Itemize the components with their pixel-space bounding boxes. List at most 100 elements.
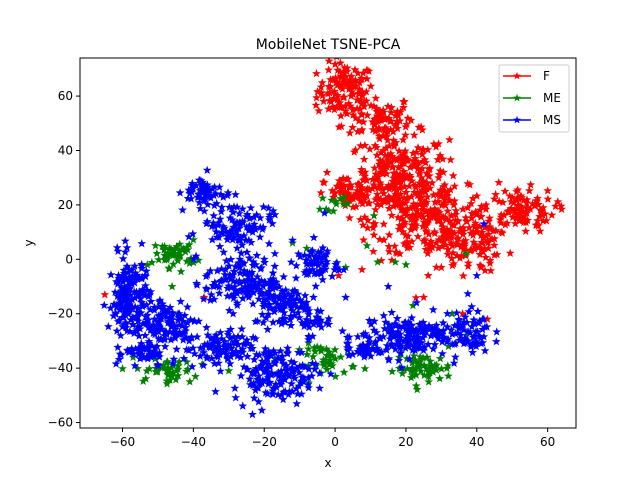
data-point <box>458 240 467 250</box>
data-point <box>481 200 491 209</box>
data-point <box>111 359 121 368</box>
data-point <box>323 246 332 255</box>
data-point <box>182 256 192 266</box>
data-point <box>99 300 109 310</box>
data-point <box>450 321 460 330</box>
data-point <box>321 259 331 269</box>
data-point <box>125 265 134 274</box>
data-point <box>373 257 382 266</box>
data-point <box>311 359 321 368</box>
legend-marker <box>513 93 521 102</box>
data-point <box>406 225 416 234</box>
data-point <box>342 109 352 118</box>
data-point <box>407 192 416 201</box>
data-point <box>480 346 490 355</box>
data-point <box>200 340 210 349</box>
data-point <box>237 284 247 294</box>
data-point <box>165 303 175 312</box>
x-tick-label: 60 <box>540 435 555 449</box>
data-point <box>358 87 367 96</box>
data-point <box>422 364 431 373</box>
data-point <box>428 305 438 314</box>
data-point <box>475 205 485 214</box>
data-point <box>506 197 516 206</box>
data-point <box>187 187 197 196</box>
data-point <box>393 154 403 163</box>
data-point <box>251 385 260 394</box>
data-point <box>332 258 342 267</box>
data-point <box>475 250 485 259</box>
data-point <box>351 145 360 154</box>
data-point <box>477 201 486 211</box>
data-point <box>292 384 301 393</box>
data-point <box>127 295 137 304</box>
data-point <box>248 343 257 353</box>
data-point <box>280 301 290 310</box>
data-point <box>435 214 445 223</box>
data-point <box>445 196 455 205</box>
data-point <box>454 323 464 332</box>
data-point <box>403 113 413 123</box>
data-point <box>288 306 297 315</box>
data-point <box>249 223 259 232</box>
legend-label: F <box>543 69 550 83</box>
data-point <box>547 210 557 219</box>
data-point <box>173 315 183 325</box>
data-point <box>280 313 289 323</box>
data-point <box>391 170 401 179</box>
data-point <box>358 220 368 229</box>
data-point <box>534 199 543 209</box>
data-point <box>168 308 177 317</box>
data-point <box>422 192 432 201</box>
data-point <box>297 389 306 398</box>
data-point <box>315 204 325 213</box>
data-point <box>228 235 237 244</box>
data-point <box>302 320 311 329</box>
data-point <box>269 346 278 355</box>
data-point <box>189 316 199 325</box>
data-point <box>362 96 371 105</box>
data-point <box>220 341 230 350</box>
data-point <box>415 166 425 175</box>
data-point <box>269 277 279 286</box>
data-point <box>324 58 334 65</box>
data-point <box>479 219 489 228</box>
data-point <box>478 324 487 334</box>
data-point <box>395 333 405 342</box>
data-point <box>261 344 270 353</box>
data-point <box>365 144 375 153</box>
data-point <box>159 245 169 254</box>
data-point <box>481 252 491 262</box>
data-point <box>113 342 123 352</box>
data-point <box>348 110 358 119</box>
data-point <box>244 290 254 299</box>
data-point <box>453 216 463 225</box>
data-point <box>220 270 230 279</box>
data-point <box>322 318 331 327</box>
data-point <box>313 312 323 321</box>
data-point <box>428 344 438 353</box>
data-point <box>376 111 386 120</box>
data-point <box>228 207 238 217</box>
x-axis-ticks: −60 −40 −20 0 20 40 60 <box>110 428 555 449</box>
data-point <box>257 309 267 319</box>
data-point <box>434 173 443 182</box>
data-point <box>419 370 429 379</box>
data-point <box>226 340 235 349</box>
x-tick-label: −40 <box>181 435 206 449</box>
data-point <box>233 218 242 228</box>
data-point <box>406 373 416 382</box>
data-point <box>163 252 172 261</box>
data-point <box>131 344 140 353</box>
data-point <box>143 354 153 363</box>
data-point <box>312 255 322 264</box>
data-point <box>139 353 149 362</box>
data-point <box>480 244 489 253</box>
data-point <box>453 328 463 337</box>
data-point <box>150 314 159 323</box>
data-point <box>297 372 307 381</box>
data-point <box>195 351 205 360</box>
data-point <box>225 359 235 368</box>
data-point <box>270 307 279 316</box>
data-point <box>430 204 440 213</box>
